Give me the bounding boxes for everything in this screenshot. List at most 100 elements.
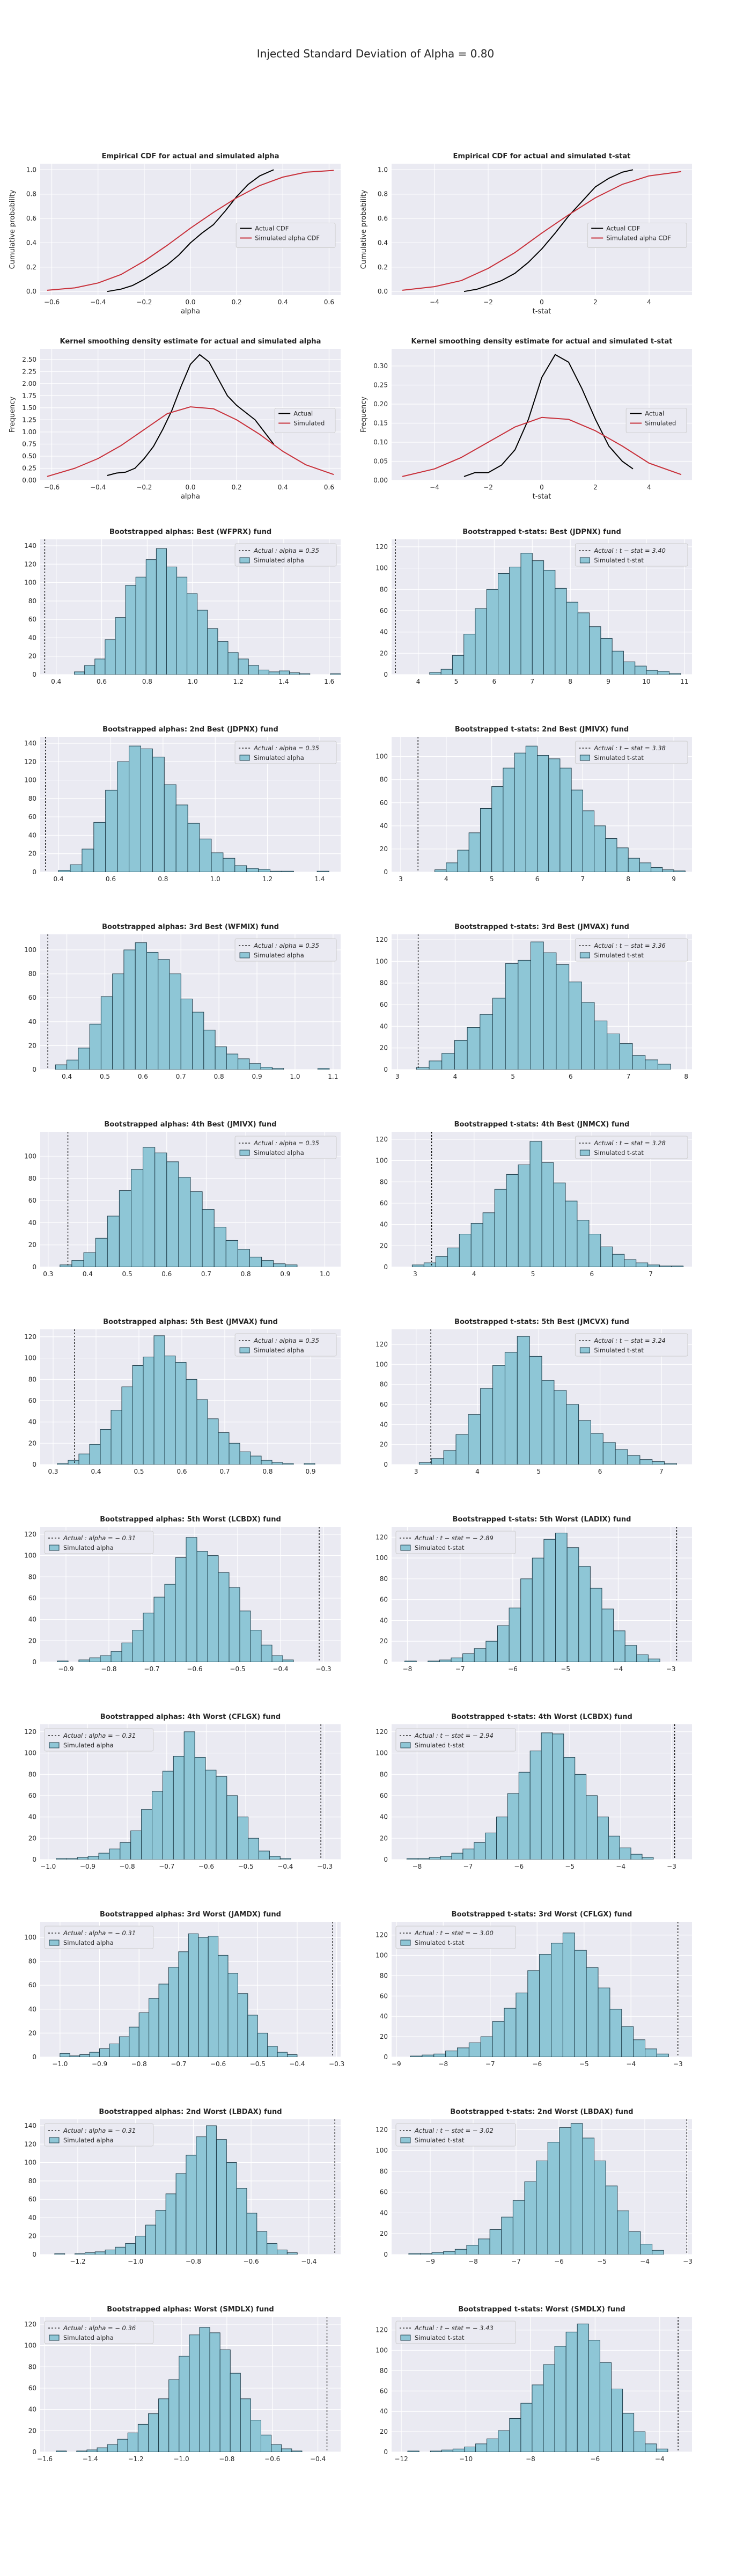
legend: Actual : alpha = − 0.31 Simulated alpha	[44, 1728, 154, 1752]
histogram-bar	[608, 1835, 620, 1860]
legend-swatch-simulated	[239, 755, 250, 761]
x-tick-label: −0.7	[159, 1863, 174, 1870]
histogram-bar	[187, 593, 198, 675]
histogram-bar	[429, 672, 441, 675]
histogram-bar	[82, 848, 94, 872]
y-tick-label: 20	[380, 1242, 388, 1249]
x-tick-label: 1.0	[290, 1073, 300, 1080]
y-tick-label: 40	[380, 822, 388, 830]
x-tick-label: −12	[394, 2455, 408, 2463]
histogram-bar	[622, 2413, 635, 2452]
x-tick-label: 2	[593, 484, 598, 491]
histogram-bar	[431, 2252, 444, 2255]
histogram-bar	[553, 1182, 566, 1267]
x-tick-label: 0.8	[214, 1073, 224, 1080]
histogram-bar	[189, 2334, 200, 2452]
x-tick-label: 1.0	[188, 678, 198, 685]
y-tick-label: 0.2	[378, 264, 388, 271]
y-tick-label: 80	[28, 2177, 36, 2185]
y-tick-label: 100	[376, 753, 388, 760]
histogram-bar	[250, 1455, 262, 1465]
histogram-bar	[457, 850, 469, 872]
histogram-bar	[56, 2450, 67, 2452]
histogram-bar	[486, 589, 499, 675]
histogram-bar	[475, 2443, 488, 2452]
legend-label-actual: Actual : alpha = 0.35	[253, 744, 319, 752]
histogram-bar	[281, 870, 294, 872]
legend-swatch-simulated	[579, 557, 590, 564]
histogram-bar	[95, 1238, 108, 1267]
histogram-bar	[543, 952, 557, 1070]
histogram-bar	[658, 1064, 671, 1070]
chart-panel-6: 0 20 40 60 80 100 120 4 5 6 7 8 9 10 11 Bootstrapped t-…	[376, 528, 692, 685]
histogram-bar	[447, 1247, 460, 1267]
y-tick-label: 120	[376, 936, 388, 943]
histogram-bar	[196, 1399, 208, 1465]
x-tick-label: 0.8	[142, 678, 152, 685]
histogram-bar	[270, 870, 282, 872]
histogram-bar	[89, 1657, 101, 1662]
legend-label-actual: Actual : alpha = − 0.36	[63, 2324, 136, 2332]
legend-swatch-simulated	[400, 1940, 411, 1946]
histogram-bar	[594, 1020, 608, 1070]
legend-swatch-simulated	[49, 2137, 60, 2143]
histogram-bar	[468, 2043, 481, 2057]
x-tick-label: 0.6	[161, 1270, 172, 1278]
histogram-bar	[417, 1858, 430, 1860]
y-tick-label: 0.8	[26, 191, 36, 198]
chart-title: Bootstrapped t-stats: 4th Best (JNMCX) f…	[454, 1121, 630, 1129]
histogram-bar	[227, 652, 239, 675]
y-tick-label: 0.6	[378, 215, 388, 222]
y-tick-label: 80	[28, 1175, 36, 1182]
histogram-bar	[518, 1772, 531, 1860]
y-tick-label: 0	[384, 1066, 388, 1073]
series-line	[463, 354, 634, 477]
legend-box	[395, 1728, 516, 1752]
histogram-bar	[198, 1937, 209, 2057]
y-tick-label: 80	[380, 776, 388, 784]
y-tick-label: 80	[380, 2367, 388, 2374]
histogram-bar	[247, 2015, 258, 2057]
histogram-bar	[507, 1793, 519, 1860]
y-tick-label: 2.00	[22, 380, 36, 387]
histogram-bar	[602, 1442, 616, 1465]
histogram-bar	[271, 2444, 282, 2452]
y-tick-label: 1.25	[22, 416, 36, 423]
chart-title: Bootstrapped t-stats: 3rd Worst (CFLGX) …	[452, 1911, 632, 1919]
x-tick-label: 6	[598, 1468, 602, 1475]
y-tick-label: 1.0	[378, 166, 388, 173]
histogram-bar	[291, 2450, 303, 2452]
x-tick-label: −0.6	[198, 1863, 214, 1870]
legend-swatch-simulated	[49, 1940, 60, 1946]
y-tick-label: 20	[380, 2230, 388, 2237]
x-tick-label: 7	[581, 875, 585, 883]
histogram-bar	[645, 2443, 657, 2452]
histogram-bar	[543, 570, 556, 675]
histogram-bar	[318, 1068, 330, 1070]
histogram-bar	[446, 862, 458, 872]
x-tick-label: 8	[626, 875, 630, 883]
x-tick-label: −0.7	[144, 1665, 159, 1673]
plot-marks	[60, 1922, 333, 2057]
x-tick-label: −7	[511, 2258, 521, 2265]
histogram-bar	[555, 588, 567, 675]
x-tick-label: 3	[399, 875, 403, 883]
y-tick-label: 40	[380, 1221, 388, 1228]
histogram-bar	[271, 1462, 283, 1465]
plot-marks	[44, 539, 341, 675]
histogram-bar	[153, 1335, 165, 1465]
x-tick-label: −6	[514, 1863, 524, 1870]
histogram-bar	[543, 1539, 556, 1662]
chart-panel-24: 0 20 40 60 80 100 120 −12 −10 −8 −6 −4 Bootstrapped …	[376, 2306, 692, 2463]
histogram-bar	[226, 2162, 237, 2255]
histogram-bar	[498, 573, 510, 675]
legend-swatch-simulated	[400, 2334, 411, 2341]
x-tick-label: 3	[414, 1468, 418, 1475]
x-tick-label: −5	[565, 1863, 575, 1870]
legend: Actual : alpha = − 0.36 Simulated alpha	[44, 2321, 154, 2344]
x-tick-label: 11	[680, 678, 688, 685]
y-tick-label: 100	[376, 2147, 388, 2154]
histogram-bar	[673, 870, 686, 872]
histogram-bar	[117, 2439, 128, 2452]
legend-swatch-simulated	[400, 2137, 411, 2143]
